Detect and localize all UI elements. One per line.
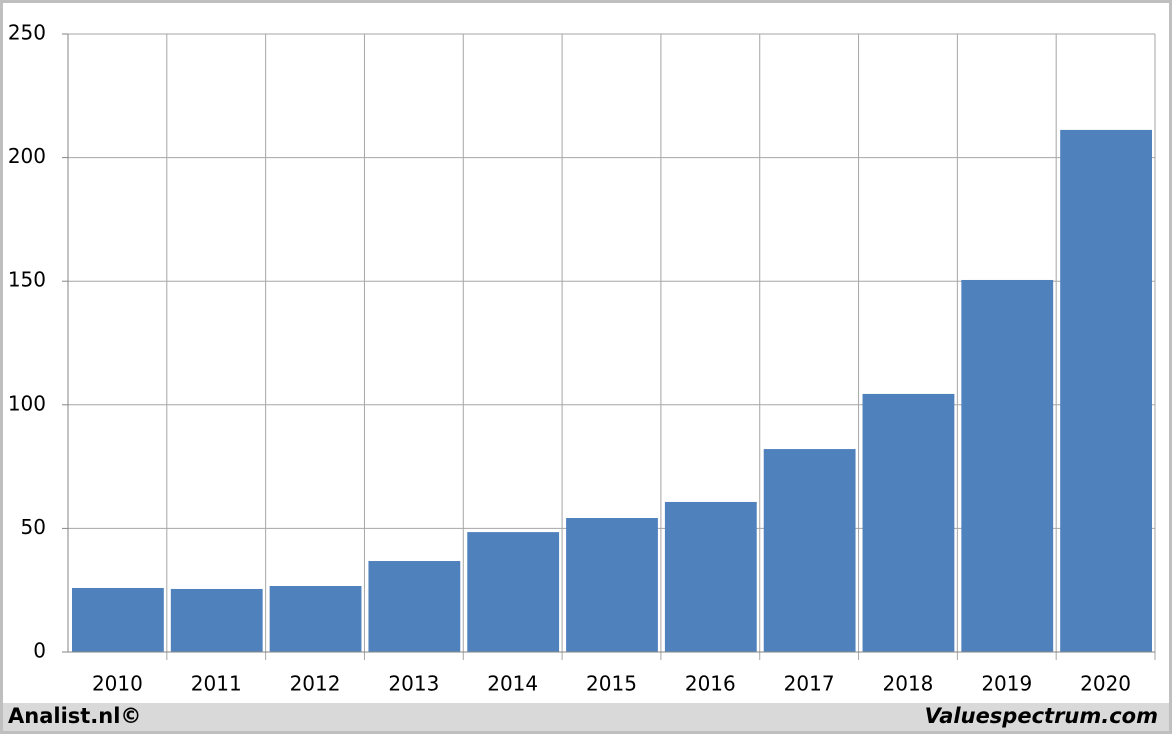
- x-tick-label: 2010: [92, 672, 143, 696]
- x-tick-label: 2016: [685, 672, 736, 696]
- bar: [862, 393, 955, 652]
- x-tick-label: 2020: [1080, 672, 1131, 696]
- y-tick-label: 200: [8, 144, 46, 168]
- bar: [72, 587, 164, 652]
- bar: [1060, 129, 1152, 653]
- y-tick-label: 0: [33, 639, 46, 663]
- bar: [269, 585, 362, 652]
- bar: [961, 279, 1054, 652]
- x-tick-label: 2019: [981, 672, 1032, 696]
- y-tick-label: 50: [21, 515, 46, 539]
- bar: [368, 561, 461, 652]
- footer-right: Valuespectrum.com: [925, 704, 1158, 728]
- x-tick-label: 2015: [586, 672, 637, 696]
- x-tick-label: 2012: [290, 672, 341, 696]
- footer-bar: [3, 703, 1169, 731]
- x-tick-label: 2013: [388, 672, 439, 696]
- bar: [664, 501, 757, 652]
- x-tick-label: 2017: [784, 672, 835, 696]
- y-tick-label: 100: [8, 391, 46, 415]
- x-tick-label: 2011: [191, 672, 242, 696]
- bar: [170, 588, 263, 652]
- y-tick-label: 250: [8, 21, 46, 45]
- bar: [467, 532, 560, 652]
- x-tick-label: 2018: [883, 672, 934, 696]
- x-tick-label: 2014: [487, 672, 538, 696]
- bar: [763, 449, 856, 652]
- y-tick-label: 150: [8, 268, 46, 292]
- footer-left: Analist.nl©: [8, 704, 141, 728]
- bar: [566, 518, 658, 652]
